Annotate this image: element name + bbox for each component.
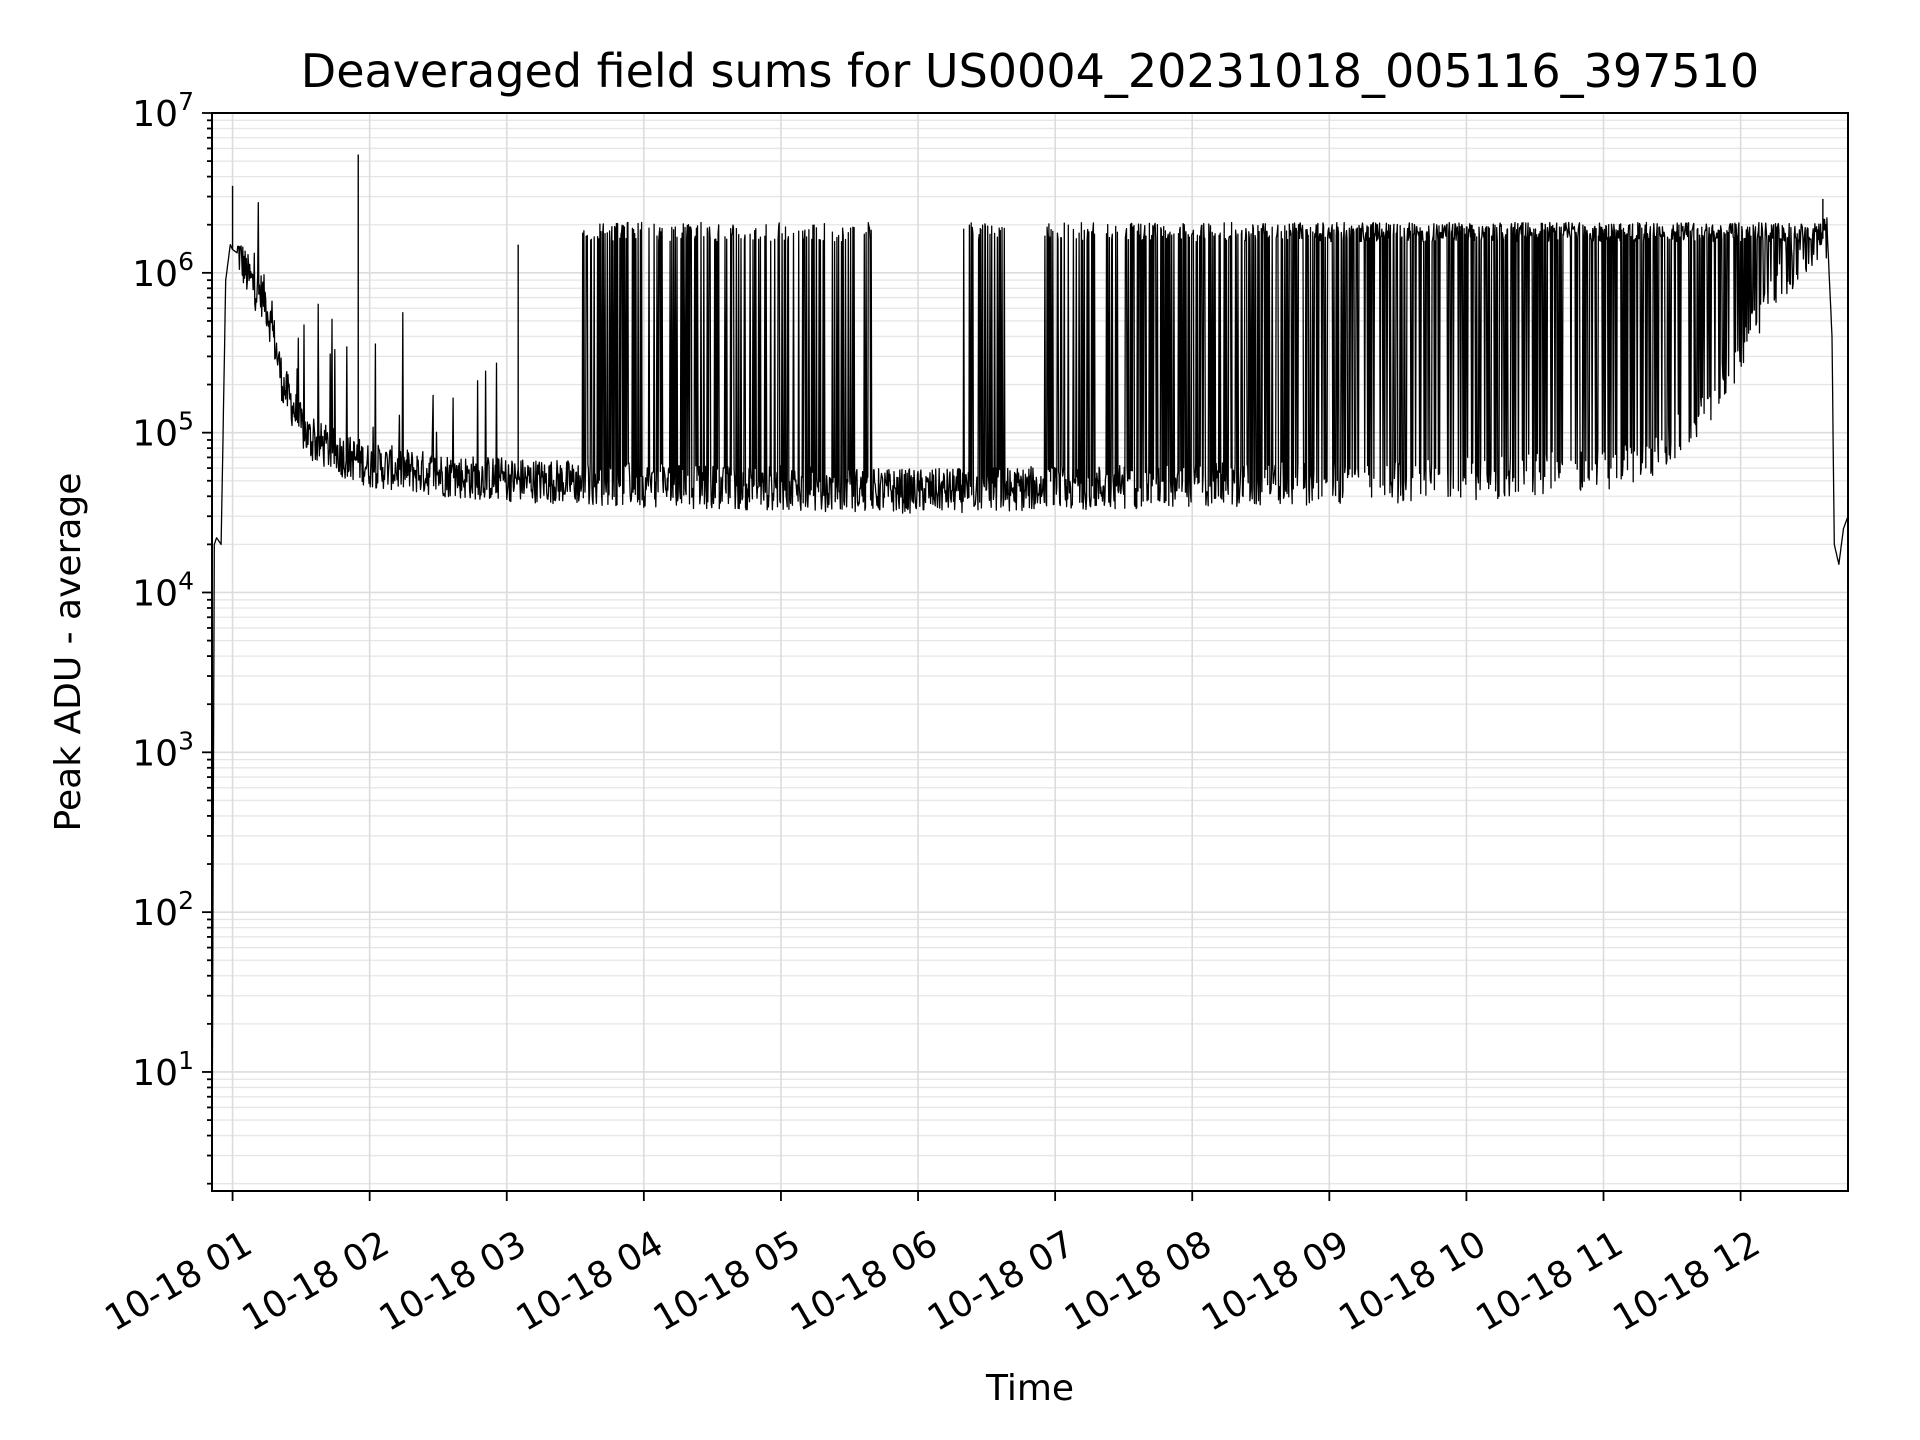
x-tick-label: 10-18 04 xyxy=(510,1223,671,1339)
x-tick-label: 10-18 05 xyxy=(647,1223,808,1339)
ticks xyxy=(202,112,1742,1201)
x-tick-label: 10-18 07 xyxy=(921,1223,1082,1339)
x-tick-label: 10-18 08 xyxy=(1058,1223,1219,1339)
x-tick-label: 10-18 01 xyxy=(98,1223,259,1339)
y-tick-label: 103 xyxy=(132,726,194,774)
plot-frame xyxy=(211,112,1849,1192)
y-axis-label: Peak ADU - average xyxy=(48,473,89,832)
chart-title: Deaveraged field sums for US0004_2023101… xyxy=(301,44,1759,98)
x-tick-label: 10-18 02 xyxy=(235,1223,396,1339)
y-tick-label: 104 xyxy=(132,566,194,614)
x-tick-label: 10-18 10 xyxy=(1332,1223,1493,1339)
x-axis-label: Time xyxy=(985,1368,1074,1409)
y-tick-label: 102 xyxy=(132,886,194,934)
y-tick-label: 101 xyxy=(132,1046,194,1094)
x-tick-label: 10-18 03 xyxy=(373,1223,534,1339)
series-line-group xyxy=(211,154,1849,1184)
y-tick-label: 107 xyxy=(132,87,194,135)
series-line xyxy=(211,201,1849,1184)
y-tick-label: 105 xyxy=(132,407,194,455)
x-tick-label: 10-18 11 xyxy=(1469,1223,1630,1339)
x-tick-label: 10-18 06 xyxy=(784,1223,945,1339)
grid xyxy=(212,112,1848,1191)
x-tick-label: 10-18 12 xyxy=(1606,1223,1767,1339)
y-tick-label: 106 xyxy=(132,247,194,295)
y-tick-labels: 101 102 103 104 105 106 107 xyxy=(132,87,194,1094)
x-tick-label: 10-18 09 xyxy=(1195,1223,1356,1339)
